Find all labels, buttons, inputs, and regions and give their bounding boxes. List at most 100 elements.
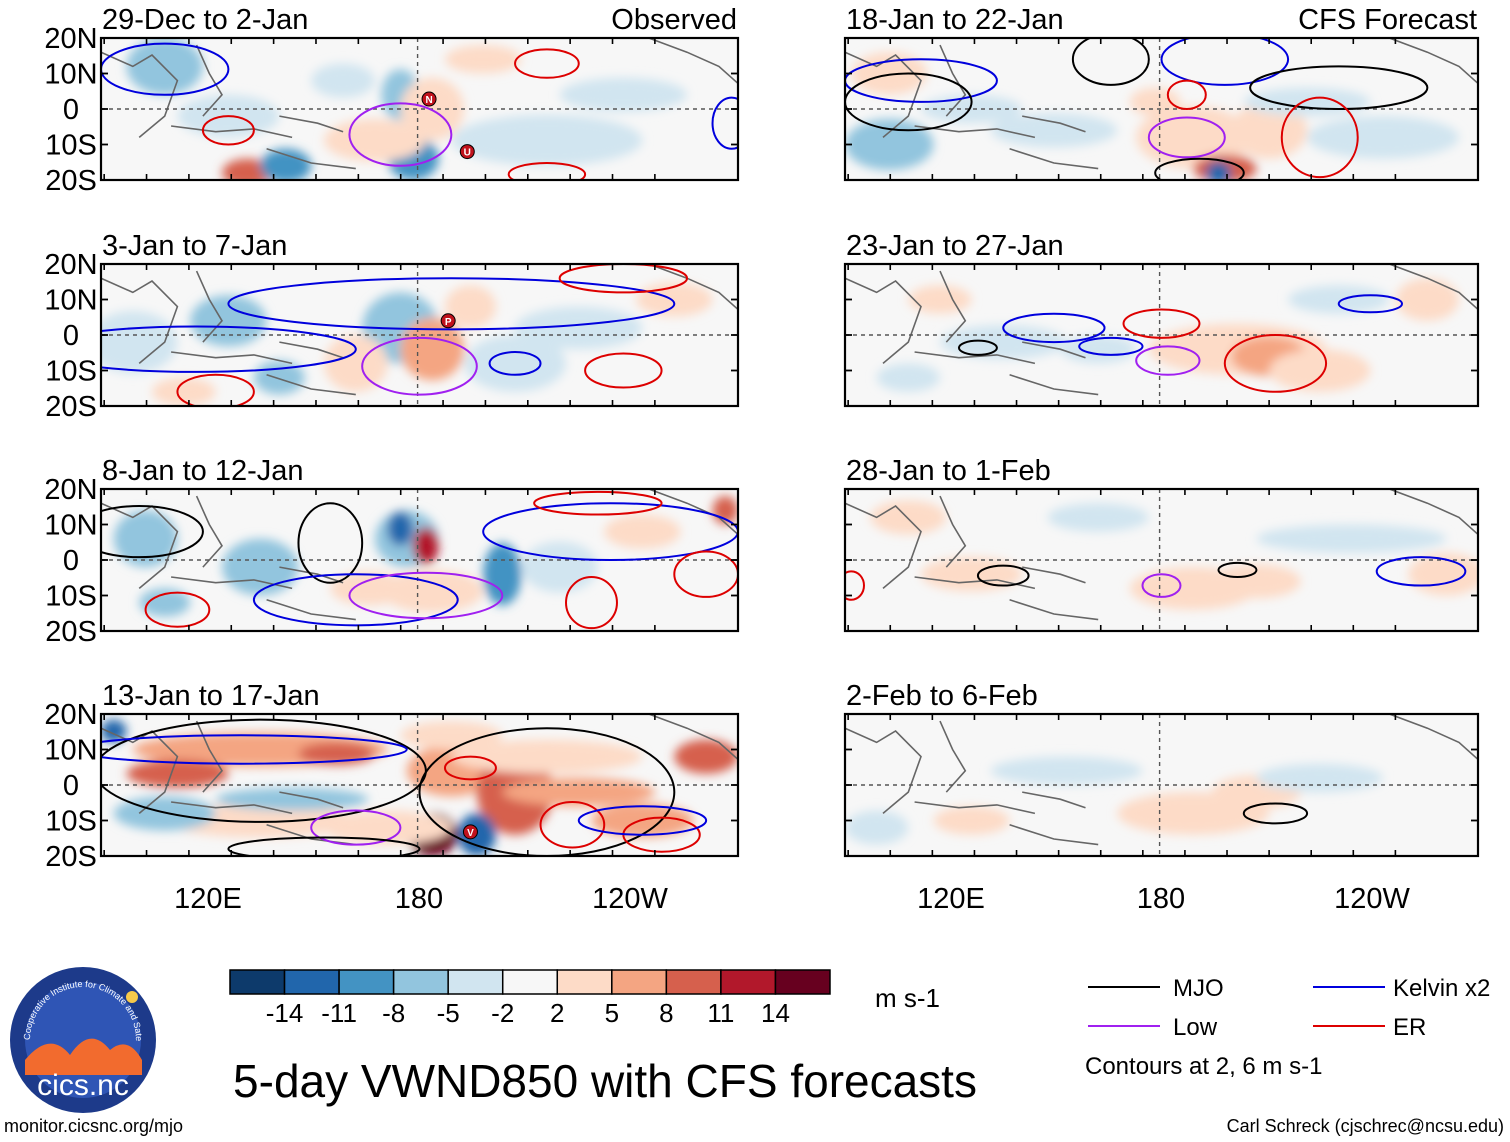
coastline: [914, 801, 1036, 815]
contour-er: [176, 373, 255, 406]
contour-mjo: [1217, 561, 1258, 579]
legend-label-er: ER: [1393, 1014, 1426, 1041]
storm-marker: N: [421, 91, 437, 107]
wind-anomaly-cell: [126, 759, 229, 788]
contour-mjo: [1071, 38, 1150, 86]
panel-title: 3-Jan to 7-Jan: [102, 230, 287, 262]
lat-tick-label: 20N: [44, 23, 97, 55]
wind-anomaly-cell: [990, 113, 1118, 148]
wind-anomaly-cell: [113, 510, 178, 568]
wind-anomaly-cell: [1269, 349, 1371, 392]
lat-tick-label: 20N: [44, 249, 97, 281]
lat-tick-label: 0: [63, 545, 79, 577]
main-title: 5-day VWND850 with CFS forecasts: [233, 1055, 977, 1107]
tick-marks: [845, 263, 1478, 407]
coastline: [1009, 824, 1099, 846]
coastline: [266, 148, 356, 170]
colorbar-bin: [283, 969, 340, 995]
wind-anomaly-cell: [990, 756, 1143, 785]
contour-er: [565, 576, 618, 630]
contour-er: [1280, 96, 1359, 179]
lat-tick-label: 10N: [44, 59, 97, 91]
wind-anomaly-cell: [400, 721, 503, 750]
wind-anomaly-cell: [323, 335, 388, 392]
colorbar-bin: [720, 969, 777, 995]
lat-tick-label: 0: [63, 770, 79, 802]
wind-anomaly-cell: [1129, 87, 1181, 117]
contour-mjo: [1242, 802, 1309, 825]
wind-anomaly-cell: [464, 335, 567, 392]
coastline: [195, 270, 223, 343]
contour-kelvin: [845, 58, 998, 103]
lat-tick-label: 10S: [45, 806, 97, 838]
colorbar-tick-label: 2: [550, 998, 564, 1028]
contour-er: [558, 264, 689, 294]
contour-kelvin: [1002, 312, 1106, 344]
contour-kelvin: [711, 96, 738, 150]
colorbar-tick-label: 11: [707, 998, 734, 1028]
lon-tick-label: 120W: [1334, 883, 1410, 915]
colorbar-tick-label: 8: [659, 998, 673, 1028]
tick-marks: [845, 713, 1478, 857]
contour-kelvin: [1375, 556, 1467, 587]
coastline: [101, 502, 179, 590]
panel-title: 23-Jan to 27-Jan: [846, 230, 1064, 262]
contour-er: [1223, 334, 1328, 393]
colorbar-bin: [447, 969, 504, 995]
contour-er: [845, 570, 865, 601]
storm-label: P: [445, 317, 452, 328]
wind-anomaly-cell: [323, 118, 426, 162]
contour-mjo: [227, 836, 421, 856]
lat-tick-label: 10N: [44, 510, 97, 542]
wave-contours: [101, 264, 689, 406]
storm-label: V: [467, 828, 474, 839]
tick-marks: [845, 37, 1478, 181]
legend-label-mjo: MJO: [1173, 975, 1224, 1002]
coastline: [1009, 374, 1099, 396]
tick-marks: [101, 263, 738, 407]
wave-contours: [957, 294, 1404, 393]
wind-anomaly-cell: [323, 810, 452, 845]
lon-tick-label: 120E: [174, 883, 242, 915]
wind-anomaly-cell: [1256, 763, 1384, 793]
coastline: [939, 270, 967, 343]
coastline: [914, 351, 1036, 365]
wind-anomaly-cell: [870, 500, 947, 535]
coastline: [1389, 264, 1478, 310]
contour-low: [1147, 116, 1226, 159]
wind-anomaly-cell: [413, 527, 439, 565]
colorbar-bin: [556, 969, 613, 995]
lat-tick-label: 10S: [45, 130, 97, 162]
coastline: [279, 791, 344, 809]
contour-low: [310, 809, 402, 846]
wind-anomaly-cell: [400, 317, 465, 381]
wind-field: [845, 756, 1384, 845]
lat-tick-label: 20S: [45, 841, 97, 873]
wind-anomaly-cell: [444, 45, 522, 74]
colorbar: -14 -11 -8 -5 -2 2 5 8 11 14: [229, 969, 831, 1028]
lon-tick-label: 180: [1137, 883, 1185, 915]
coastline: [845, 277, 922, 365]
colorbar-bin: [229, 969, 286, 995]
wind-anomaly-cell: [1256, 524, 1447, 553]
contour-kelvin: [1078, 336, 1144, 356]
wind-anomaly-cell: [1212, 564, 1301, 599]
coastline: [170, 125, 293, 139]
lat-tick-label: 10N: [44, 285, 97, 317]
contour-er: [443, 755, 497, 781]
wind-anomaly-cell: [515, 306, 643, 350]
lat-tick-label: 10S: [45, 356, 97, 388]
colorbar-bin: [338, 969, 395, 995]
coastline: [648, 264, 738, 310]
lat-tick-label: 20S: [45, 616, 97, 648]
wind-anomaly-cell: [920, 94, 1023, 124]
contour-er: [673, 550, 738, 598]
wind-anomaly-cell: [126, 38, 203, 95]
contour-low: [348, 102, 453, 167]
wave-contours: [101, 42, 738, 180]
colorbar-units: m s-1: [875, 983, 940, 1013]
coastline: [101, 51, 179, 139]
